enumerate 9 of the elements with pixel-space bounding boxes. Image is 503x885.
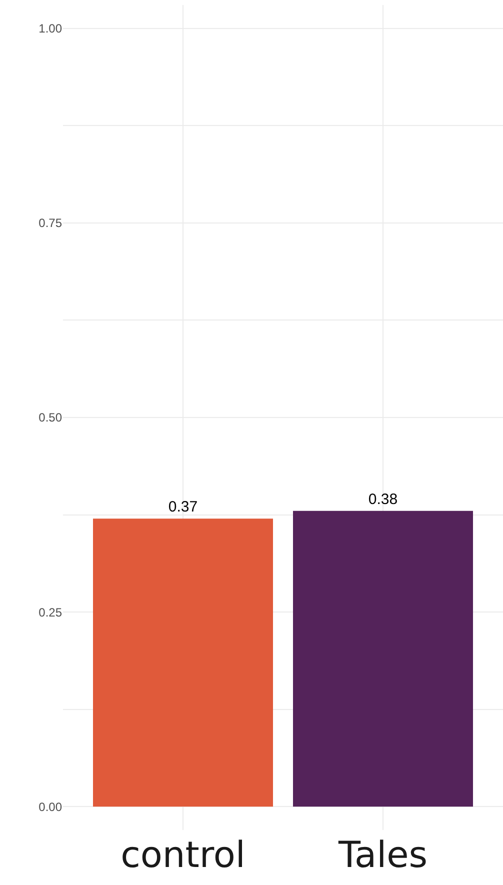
y-tick-label: 1.00 [38, 22, 62, 36]
y-tick-label: 0.25 [38, 605, 62, 620]
y-tick-label: 0.50 [38, 410, 62, 425]
x-tick-label: Tales [338, 835, 428, 876]
y-tick-label: 0.00 [38, 800, 62, 814]
data-label: 0.38 [368, 490, 398, 508]
y-tick-label: 0.75 [38, 216, 62, 230]
x-tick-label: control [120, 835, 246, 876]
data-label: 0.37 [168, 498, 198, 516]
